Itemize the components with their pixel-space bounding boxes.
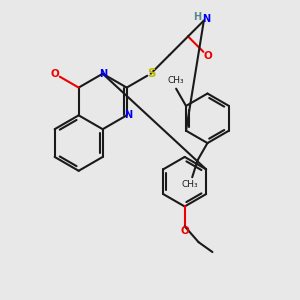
Text: N: N (202, 14, 210, 24)
Text: N: N (100, 69, 108, 79)
Text: CH₃: CH₃ (168, 76, 184, 85)
Text: S: S (147, 67, 156, 80)
Text: O: O (203, 51, 212, 61)
Text: N: N (124, 110, 132, 120)
Text: CH₃: CH₃ (182, 180, 199, 189)
Text: O: O (180, 226, 189, 236)
Text: H: H (193, 12, 201, 22)
Text: O: O (50, 69, 59, 79)
